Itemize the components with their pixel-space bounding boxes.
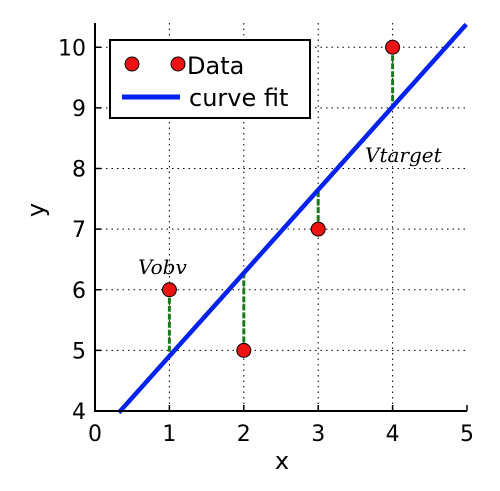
axes [94, 23, 467, 412]
fit-line [117, 22, 468, 415]
x-tick-label-5: 5 [460, 422, 474, 447]
y-tick-label-2: 6 [72, 279, 86, 304]
x-tick-label-3: 3 [311, 422, 325, 447]
x-tick-label-0: 0 [88, 422, 102, 447]
legend: Data curve fit [109, 39, 311, 119]
data-points [161, 39, 401, 358]
x-tick-label-4: 4 [386, 422, 400, 447]
data-point-2 [236, 342, 252, 358]
legend-data-marker-2 [170, 56, 186, 72]
y-tick-label-0: 4 [72, 400, 86, 425]
data-point-1 [161, 282, 177, 298]
legend-fit-label: curve fit [189, 84, 288, 112]
legend-data-marker-1 [124, 56, 140, 72]
data-point-3 [310, 221, 326, 237]
ticks: 0 1 2 3 4 5 4 5 6 7 8 9 10 [58, 36, 474, 447]
y-tick-label-1: 5 [72, 339, 86, 364]
fit-line-group [117, 22, 468, 415]
x-tick-label-2: 2 [237, 422, 251, 447]
y-tick-label-4: 8 [72, 158, 86, 183]
x-axis-label: x [275, 447, 289, 475]
annotation-vobv: Vobv [138, 255, 187, 279]
legend-data-label: Data [187, 52, 244, 80]
y-axis-label: y [22, 203, 50, 217]
residuals [167, 47, 395, 357]
y-tick-label-5: 9 [72, 97, 86, 122]
y-tick-label-6: 10 [58, 36, 86, 61]
legend-box [109, 39, 311, 119]
x-tick-label-1: 1 [162, 422, 176, 447]
data-point-4 [385, 39, 401, 55]
y-tick-label-3: 7 [72, 218, 86, 243]
annotation-vtarget: Vtarget [365, 143, 443, 167]
